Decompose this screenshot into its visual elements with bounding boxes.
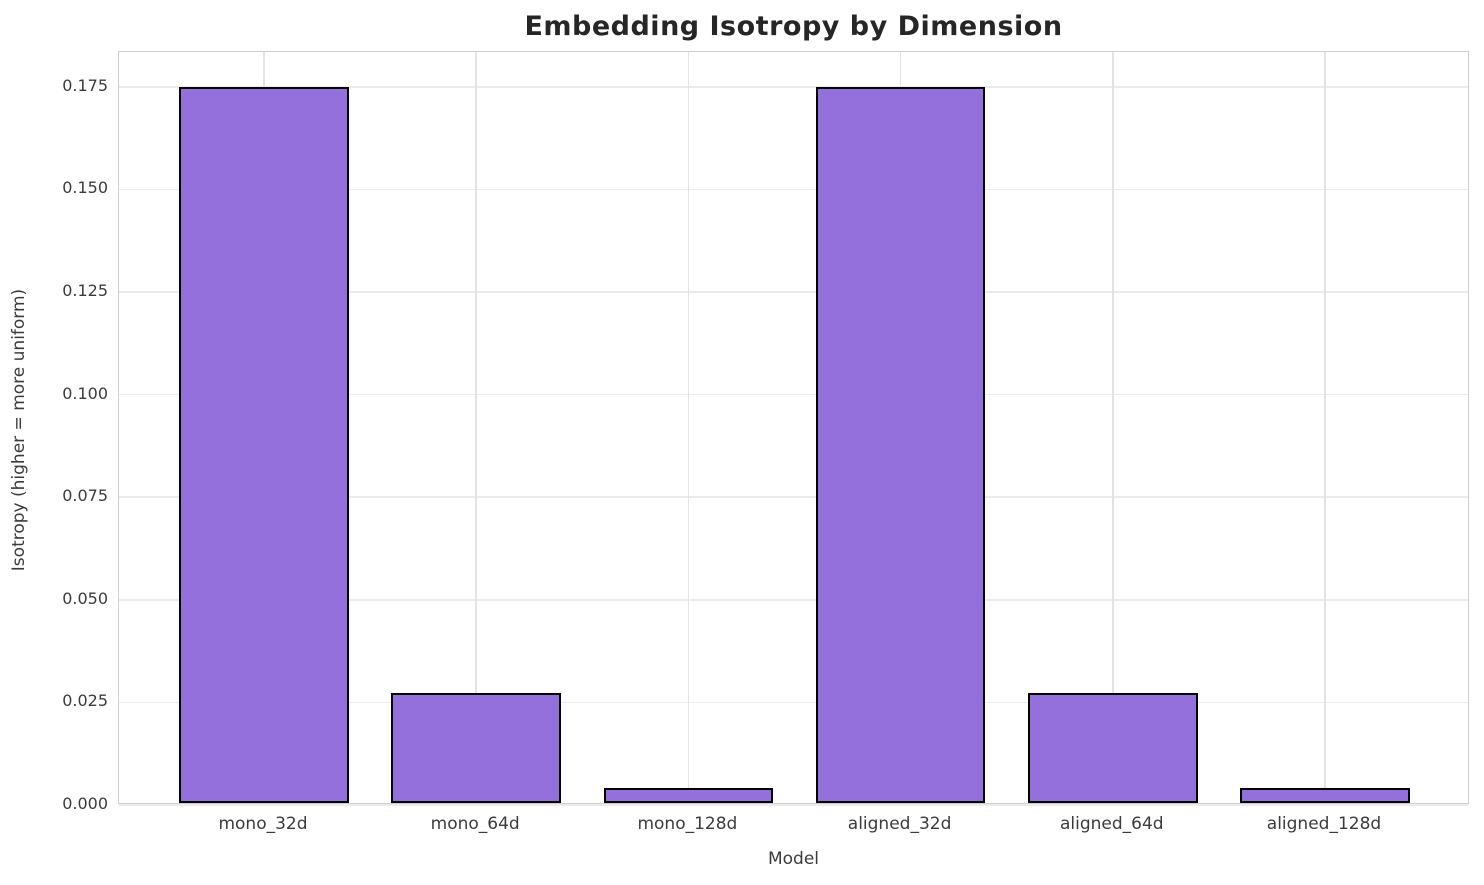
bar-aligned_32d bbox=[815, 86, 986, 803]
gridline-horizontal bbox=[119, 496, 1468, 498]
x-tick-label: mono_128d bbox=[637, 814, 738, 834]
y-tick-label: 0.100 bbox=[62, 383, 108, 403]
y-tick-label: 0.025 bbox=[62, 691, 108, 711]
y-tick-label: 0.150 bbox=[62, 178, 108, 198]
gridline-horizontal bbox=[119, 188, 1468, 191]
plot-area bbox=[118, 51, 1469, 806]
x-tick-label: aligned_32d bbox=[847, 814, 952, 834]
chart-title: Embedding Isotropy by Dimension bbox=[524, 11, 1063, 42]
y-tick-label: 0.125 bbox=[62, 281, 108, 301]
gridline-horizontal bbox=[119, 393, 1468, 396]
x-tick-label: aligned_64d bbox=[1059, 814, 1164, 834]
gridline-horizontal bbox=[119, 701, 1468, 704]
x-tick-label: aligned_128d bbox=[1266, 814, 1382, 834]
y-tick-label: 0.075 bbox=[62, 486, 108, 506]
x-tick-label: mono_32d bbox=[218, 814, 308, 834]
x-axis-label: Model bbox=[767, 849, 820, 869]
bar-aligned_128d bbox=[1240, 788, 1410, 803]
y-tick-label: 0.000 bbox=[62, 794, 108, 813]
bar-mono_32d bbox=[179, 86, 349, 803]
y-tick-label: 0.050 bbox=[62, 588, 108, 608]
bar-mono_64d bbox=[391, 693, 562, 803]
x-tick-label: mono_64d bbox=[430, 814, 520, 834]
gridline-vertical bbox=[475, 52, 477, 803]
bar-mono_128d bbox=[603, 788, 774, 803]
gridline-horizontal bbox=[119, 599, 1468, 601]
gridline-horizontal bbox=[119, 804, 1468, 806]
gridline-horizontal bbox=[119, 291, 1468, 293]
gridline-vertical bbox=[1112, 52, 1114, 803]
bar-aligned_64d bbox=[1027, 693, 1198, 803]
gridline-vertical bbox=[1324, 52, 1326, 803]
gridline-horizontal bbox=[119, 86, 1468, 88]
y-tick-label: 0.175 bbox=[62, 75, 108, 95]
gridline-vertical bbox=[687, 52, 690, 803]
